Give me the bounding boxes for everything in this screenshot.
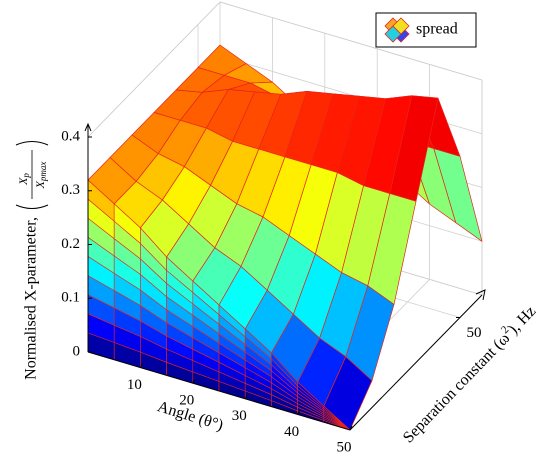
z-tick-label: 0.1 — [61, 290, 80, 306]
z-axis-arrow — [84, 122, 92, 132]
paren — [15, 141, 49, 146]
x-tick — [192, 378, 196, 384]
num-main: X — [16, 177, 30, 186]
surface — [87, 44, 483, 431]
y-label-part: Separation constant (ω — [400, 330, 513, 447]
legend: spread — [375, 12, 477, 48]
z-tick-label: 0 — [73, 343, 81, 359]
x-tick — [244, 394, 248, 400]
x-tick — [139, 363, 143, 368]
num-sub: p — [21, 173, 31, 179]
legend-label: spread — [416, 21, 458, 38]
x-axis — [87, 351, 351, 431]
x-tick-label: 30 — [232, 408, 247, 424]
legend-icon — [384, 17, 410, 43]
den-sub: pmax — [38, 162, 48, 183]
y-axis-label: Separation constant (ω2), Hz — [397, 300, 539, 446]
z-axis-label: Normalised X-parameter, Xp Xpmax — [15, 141, 49, 380]
x-tick — [349, 425, 353, 431]
grid-line — [87, 1, 483, 138]
z-label-text: Normalised X-parameter, — [23, 217, 40, 380]
z-tick-label: 0.3 — [61, 182, 80, 198]
x-tick — [297, 410, 301, 415]
x-tick-label: 10 — [127, 377, 142, 393]
z-tick-label: 0.4 — [61, 128, 80, 144]
axes: 0 0.1 0.2 0.3 0.4 10 20 30 40 50 50 — [61, 122, 486, 455]
z-tick-label: 0.2 — [61, 236, 80, 252]
den-main: X — [33, 180, 47, 189]
curtain-patch — [323, 405, 351, 431]
x-tick-label: 50 — [337, 439, 352, 455]
fraction-numerator: Xp — [16, 173, 31, 186]
x-tick-label: 40 — [284, 424, 299, 440]
paren — [15, 204, 49, 209]
y-axis-arrow — [475, 289, 486, 301]
x-tick-label: 20 — [179, 393, 194, 409]
y-tick-label: 50 — [467, 325, 482, 341]
fraction-denominator: Xpmax — [33, 162, 48, 190]
